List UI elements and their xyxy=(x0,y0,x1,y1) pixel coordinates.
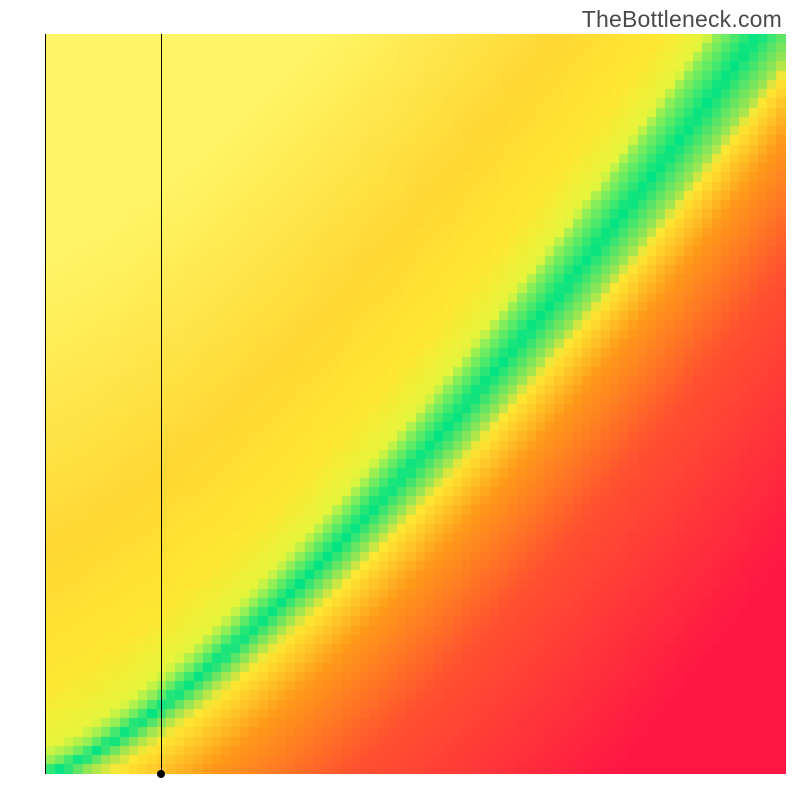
watermark-text: TheBottleneck.com xyxy=(582,6,782,33)
heatmap-canvas xyxy=(46,34,786,774)
plot-frame xyxy=(45,34,785,774)
